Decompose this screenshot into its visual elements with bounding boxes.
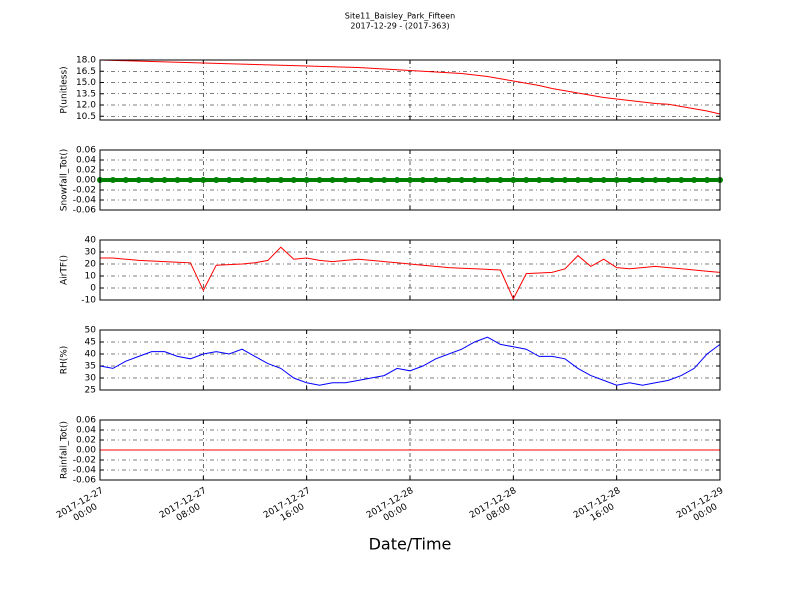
data-point (432, 177, 439, 183)
plot-frame (99, 59, 721, 121)
data-point (252, 177, 258, 183)
y-tick-label: 10 (85, 272, 97, 282)
y-tick-label: 25 (85, 386, 96, 396)
data-point (458, 177, 465, 183)
data-line (100, 246, 721, 300)
y-tick-label: 0.02 (76, 436, 96, 446)
chart-title: Site11_Baisley_Park_Fifteen (345, 12, 455, 21)
y-tick-label: 0.04 (76, 426, 96, 436)
data-point (381, 177, 388, 183)
data-point (639, 177, 646, 183)
data-point (213, 177, 220, 183)
data-point (626, 177, 633, 183)
data-point (394, 177, 401, 183)
data-point (239, 177, 246, 183)
data-point (471, 177, 478, 183)
y-tick-label: 0.06 (76, 416, 96, 426)
data-point (161, 177, 168, 183)
data-point (226, 177, 233, 183)
data-point (355, 177, 362, 183)
y-axis-label: Snowfall_Tot() (60, 149, 70, 212)
y-tick-label: 0.06 (76, 146, 96, 156)
data-point (290, 177, 297, 183)
data-point (316, 177, 323, 183)
y-tick-label: 0.00 (76, 446, 96, 456)
data-point (419, 177, 426, 183)
data-point (200, 177, 207, 183)
y-tick-label: 15.0 (76, 78, 96, 88)
y-axis-label: RH(%) (60, 346, 70, 375)
y-tick-label: -0.04 (73, 196, 97, 206)
y-tick-label: 20 (85, 260, 97, 270)
data-point (523, 177, 530, 183)
y-tick-label: 0.00 (76, 176, 96, 186)
data-point (497, 177, 504, 183)
data-point (342, 177, 349, 183)
plot-frame (99, 329, 721, 391)
x-axis-label: Date/Time (369, 535, 452, 554)
data-point (536, 177, 543, 183)
data-point (303, 177, 310, 183)
y-tick-label: 50 (85, 326, 97, 336)
data-point (665, 177, 672, 183)
chart-subtitle: 2017-12-29 - (2017-363) (350, 22, 449, 31)
y-tick-label: 16.5 (76, 67, 96, 77)
data-point (368, 177, 375, 183)
y-tick-label: 0.02 (76, 166, 96, 176)
data-point (187, 177, 194, 183)
data-point (652, 177, 659, 183)
data-point (122, 177, 129, 183)
plot-frame (99, 239, 721, 301)
y-tick-label: 10.5 (76, 112, 96, 122)
data-point (678, 177, 685, 183)
data-point (549, 177, 556, 183)
y-tick-label: 40 (85, 350, 97, 360)
data-point (704, 177, 711, 183)
y-tick-label: -10 (81, 296, 96, 306)
y-tick-label: 12.0 (76, 101, 96, 111)
data-line (99, 336, 721, 386)
data-point (574, 177, 581, 183)
y-tick-label: 40 (85, 236, 97, 246)
y-tick-label: 0 (90, 284, 96, 294)
y-tick-label: 35 (85, 362, 96, 372)
y-tick-label: -0.02 (73, 186, 96, 196)
y-tick-label: 0.04 (76, 156, 96, 166)
y-tick-label: 18.0 (76, 56, 96, 66)
data-point (562, 177, 568, 183)
y-tick-label: 13.5 (76, 89, 96, 99)
y-tick-label: -0.06 (73, 206, 97, 216)
y-tick-label: 45 (85, 338, 96, 348)
data-point (109, 177, 116, 183)
data-point (277, 177, 284, 183)
plot-frame (99, 149, 721, 211)
y-tick-label: 30 (85, 374, 97, 384)
data-point (484, 177, 491, 183)
data-point (600, 177, 607, 183)
data-point (510, 177, 517, 183)
y-tick-label: -0.06 (73, 476, 97, 486)
data-point (264, 177, 271, 183)
y-tick-label: -0.02 (73, 456, 96, 466)
data-point (135, 177, 142, 183)
y-axis-label: P(unitless) (60, 66, 70, 113)
data-point (174, 177, 181, 183)
y-tick-label: -0.04 (73, 466, 97, 476)
y-tick-label: 30 (85, 248, 97, 258)
data-point (691, 177, 698, 183)
data-point (329, 177, 336, 183)
data-point (613, 177, 620, 183)
y-axis-label: Rainfall_Tot() (60, 421, 70, 479)
data-point (148, 177, 155, 183)
plot-frame (99, 419, 721, 481)
y-axis-label: AirTF() (60, 255, 70, 285)
data-point (407, 177, 413, 183)
data-point (445, 177, 452, 183)
data-line (99, 59, 721, 115)
data-point (587, 177, 594, 183)
